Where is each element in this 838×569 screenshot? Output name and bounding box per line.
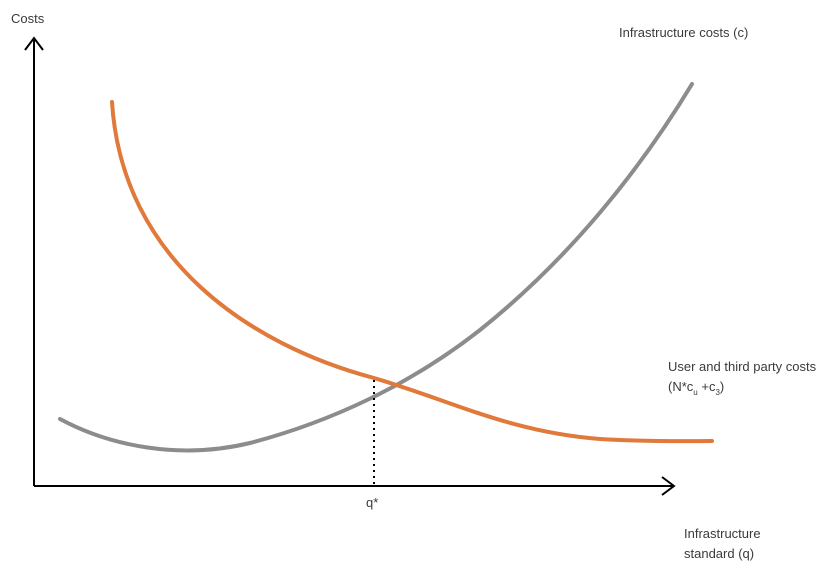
x-axis-label-line1: Infrastructure xyxy=(684,526,761,541)
infrastructure-curve-label: Infrastructure costs (c) xyxy=(619,25,748,40)
user-curve-label-line1: User and third party costs xyxy=(668,359,817,374)
user-curve-label-line2: (N*cu +c3) xyxy=(668,379,724,397)
y-axis-label: Costs xyxy=(11,11,45,26)
optimum-label: q* xyxy=(366,495,378,510)
user-third-party-cost-curve xyxy=(110,100,714,444)
infrastructure-cost-curve xyxy=(58,82,694,453)
x-axis-arrowhead xyxy=(661,476,676,496)
x-axis-label-line2: standard (q) xyxy=(684,546,754,561)
y-axis-arrowhead xyxy=(24,36,44,51)
